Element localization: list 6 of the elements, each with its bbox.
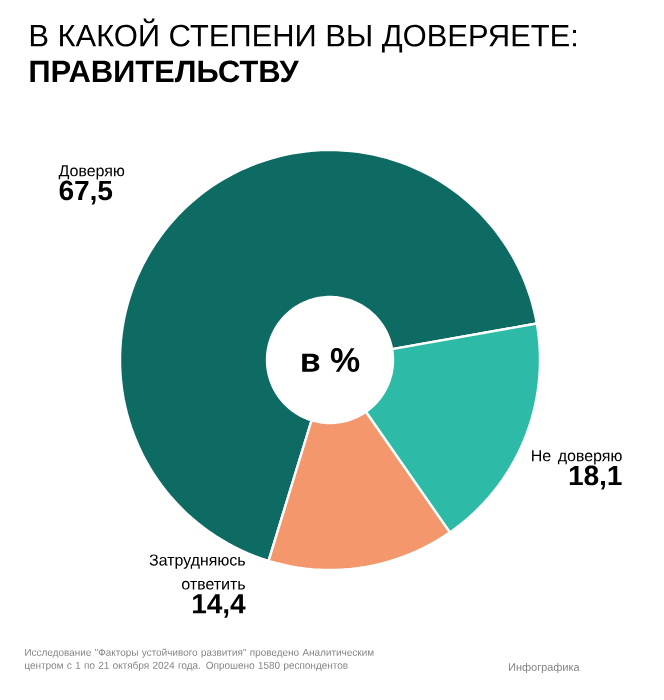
data-label: 18,1 [569,465,622,490]
data-label: 14,4 [193,594,246,618]
chart-title: В КАКОЙ СТЕПЕНИ ВЫ ДОВЕРЯЕТЕ: [30,18,576,53]
data-label: 67,5 [59,180,113,205]
text: в % [302,348,360,372]
chart-subtitle: ПРАВИТЕЛЬСТВУ [30,60,299,83]
